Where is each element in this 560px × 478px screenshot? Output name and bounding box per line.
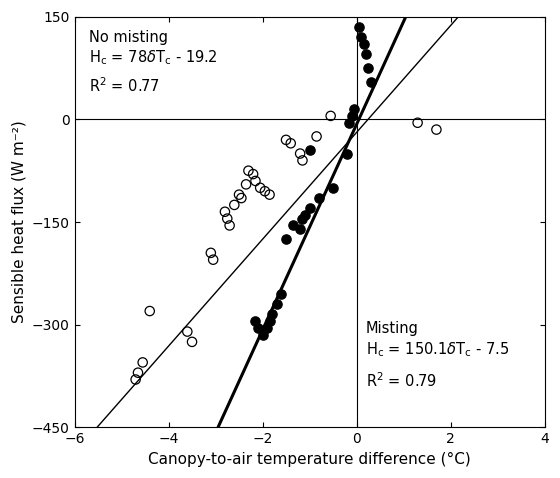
- Text: H$_\mathrm{c}$ = 78$\delta$T$_\mathrm{c}$ - 19.2: H$_\mathrm{c}$ = 78$\delta$T$_\mathrm{c}…: [88, 49, 217, 67]
- Point: [366, 78, 375, 86]
- Y-axis label: Sensible heat flux (W m⁻²): Sensible heat flux (W m⁻²): [11, 120, 26, 324]
- Point: [282, 235, 291, 243]
- Point: [349, 105, 358, 113]
- Point: [260, 187, 269, 195]
- Point: [235, 191, 244, 198]
- Text: H$_\mathrm{c}$ = 150.1$\delta$T$_\mathrm{c}$ - 7.5: H$_\mathrm{c}$ = 150.1$\delta$T$_\mathrm…: [366, 340, 509, 359]
- Point: [361, 51, 370, 58]
- Point: [272, 300, 281, 308]
- Point: [286, 140, 295, 147]
- Point: [265, 191, 274, 198]
- Point: [251, 317, 260, 325]
- Point: [265, 317, 274, 325]
- Point: [253, 325, 262, 332]
- Point: [354, 23, 363, 31]
- Point: [345, 119, 354, 127]
- Text: R$^2$ = 0.77: R$^2$ = 0.77: [88, 76, 160, 95]
- Point: [282, 136, 291, 144]
- Point: [256, 184, 265, 192]
- Text: Misting: Misting: [366, 321, 419, 337]
- Point: [305, 146, 314, 154]
- Point: [288, 222, 297, 229]
- Point: [300, 211, 309, 219]
- Point: [347, 112, 356, 120]
- Point: [413, 119, 422, 127]
- Point: [305, 205, 314, 212]
- Point: [251, 177, 260, 185]
- Point: [183, 328, 192, 336]
- Point: [241, 181, 250, 188]
- Point: [145, 307, 154, 315]
- Point: [312, 132, 321, 140]
- Point: [221, 208, 230, 216]
- Point: [296, 150, 305, 157]
- Point: [326, 112, 335, 120]
- Point: [329, 184, 338, 192]
- Point: [138, 358, 147, 366]
- Point: [206, 249, 215, 257]
- Point: [277, 290, 286, 298]
- Point: [364, 64, 373, 72]
- Point: [359, 40, 368, 48]
- Point: [237, 194, 246, 202]
- Point: [432, 126, 441, 133]
- Point: [209, 256, 218, 263]
- Point: [249, 170, 258, 178]
- Text: No misting: No misting: [88, 30, 167, 45]
- Text: R$^2$ = 0.79: R$^2$ = 0.79: [366, 371, 437, 390]
- Point: [258, 331, 267, 339]
- Point: [133, 369, 142, 377]
- Point: [263, 325, 272, 332]
- Point: [244, 167, 253, 174]
- Point: [223, 215, 232, 222]
- Point: [298, 157, 307, 164]
- X-axis label: Canopy-to-air temperature difference (°C): Canopy-to-air temperature difference (°C…: [148, 452, 471, 467]
- Point: [225, 222, 234, 229]
- Point: [131, 376, 140, 383]
- Point: [357, 33, 366, 41]
- Point: [343, 150, 352, 157]
- Point: [268, 311, 277, 318]
- Point: [230, 201, 239, 209]
- Point: [298, 215, 307, 222]
- Point: [315, 194, 324, 202]
- Point: [188, 338, 197, 346]
- Point: [296, 225, 305, 233]
